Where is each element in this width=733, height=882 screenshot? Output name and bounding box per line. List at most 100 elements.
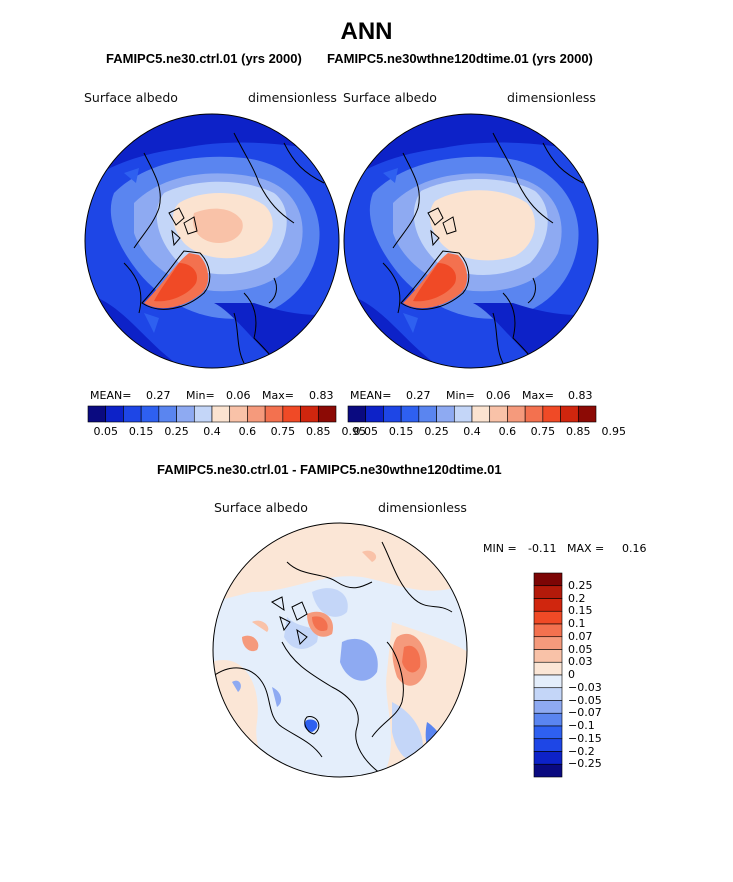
diff-colorbar-swatch [533,623,563,638]
diff-colorbar-swatch [533,610,563,625]
panel1-colorbar-label: 0.4 [203,425,221,438]
panel2-colorbar-swatch [347,405,367,423]
panel1-colorbar-swatch [300,405,319,423]
panel1-colorbar-swatch [193,405,213,423]
panel1-colorbar-labels: 0.05 0.15 0.25 0.4 0.6 0.75 0.85 0.95 [88,425,366,439]
diff-colorbar-swatch [533,763,563,778]
panel1-colorbar-label: 0.85 [306,425,331,438]
diff-colorbar-label: 0.25 [568,578,593,592]
panel2-colorbar-swatch [489,405,508,423]
panel2-colorbar-swatch [453,405,473,423]
panel1-mean-value: 0.27 [146,389,171,402]
panel1-colorbar-swatch [247,405,266,423]
panel2-colorbar-labels: 0.05 0.15 0.25 0.4 0.6 0.75 0.85 0.95 [348,425,626,439]
panel2-colorbar-swatch [365,405,384,423]
control-albedo-map [84,113,340,369]
diff-colorbar-label: −0.15 [568,731,602,745]
panel1-colorbar-swatch [158,405,177,423]
diff-colorbar-swatch [533,661,563,676]
panel1-variable-label: Surface albedo [84,90,178,105]
panel2-colorbar-swatch [383,405,402,423]
test-albedo-map [343,113,599,369]
panel1-colorbar-swatch [140,405,160,423]
diff-colorbar-swatch [533,687,563,701]
diff-colorbar-swatch [533,738,563,752]
diff-colorbar-swatch [533,700,563,714]
panel1-colorbar-label: 0.15 [128,425,154,438]
panel2-colorbar-swatch [507,405,526,423]
diff-colorbar-label: 0.15 [568,604,593,618]
diff-units-label: dimensionless [378,500,467,515]
diff-colorbar-swatch [533,598,563,612]
diff-colorbar-swatch [533,649,563,663]
panel1-colorbar-label: 0.05 [93,425,118,438]
panel2-colorbar-label: 0.75 [530,425,556,438]
panel1-max-value: 0.83 [309,389,334,402]
diff-variable-label: Surface albedo [214,500,308,515]
diff-colorbar-swatch [533,636,563,650]
panel2-variable-label: Surface albedo [343,90,437,105]
panel1-max-label: Max= [262,389,294,402]
panel1-colorbar-swatch [282,405,301,423]
panel2-min-label: Min= [446,389,475,402]
panel1-colorbar-label: 0.25 [164,425,189,438]
panel1-mean-label: MEAN= [90,389,132,402]
panel2-units-label: dimensionless [507,90,596,105]
panel1-min-label: Min= [186,389,215,402]
panel1-colorbar-swatch [105,405,124,423]
diff-min-label: MIN = [483,542,517,555]
diff-title: FAMIPC5.ne30.ctrl.01 - FAMIPC5.ne30wthne… [157,462,502,477]
diff-colorbar-label: 0.05 [568,642,593,656]
panel1-colorbar [87,405,337,423]
panel2-colorbar-swatch [542,405,561,423]
panel2-colorbar-label: 0.05 [353,425,378,438]
diff-colorbar-swatch [533,585,563,599]
diff-colorbar-labels: 0.25 0.2 0.15 0.1 0.07 0.05 0.03 0 −0.03 −0.05 −0.… [568,573,628,777]
diff-colorbar-swatch [533,725,563,740]
diff-colorbar-swatch [533,712,563,727]
panel2-colorbar-swatch [400,405,420,423]
diff-colorbar-label: −0.2 [568,744,595,758]
panel2-colorbar-swatch [471,405,491,423]
panel1-units-label: dimensionless [248,90,337,105]
diff-colorbar-label: −0.03 [568,680,602,694]
diff-colorbar-swatch [533,674,563,689]
panel1-colorbar-label: 0.6 [238,425,257,438]
panel2-colorbar-label: 0.6 [498,425,517,438]
panel2-max-label: Max= [522,389,554,402]
diff-min-value: -0.11 [528,542,557,555]
panel1-colorbar-swatch [317,405,337,423]
diff-colorbar-swatch [533,572,563,587]
diff-colorbar-label: −0.05 [568,693,602,707]
panel1-colorbar-label: 0.95 [341,425,366,438]
panel2-colorbar-swatch [436,405,455,423]
panel2-colorbar-swatch [560,405,579,423]
panel2-max-value: 0.83 [568,389,593,402]
figure-title: ANN [340,18,393,45]
panel2-colorbar-label: 0.25 [424,425,449,438]
diff-colorbar-label: −0.07 [568,706,602,720]
panel1-colorbar-swatch [264,405,284,423]
diff-colorbar-label: 0.07 [568,629,593,643]
panel2-colorbar-label: 0.95 [601,425,626,438]
panel2-colorbar-swatch [418,405,437,423]
panel2-colorbar-label: 0.4 [463,425,481,438]
diff-colorbar-label: 0.03 [568,655,593,669]
diff-colorbar-label: 0 [568,668,575,681]
panel2-colorbar-swatch [524,405,544,423]
diff-colorbar-label: −0.1 [568,719,595,732]
panel2-colorbar-swatch [577,405,597,423]
panel1-min-value: 0.06 [226,389,251,402]
panel1-colorbar-swatch [176,405,195,423]
diff-colorbar-label: −0.25 [568,757,602,771]
panel1-title: FAMIPC5.ne30.ctrl.01 (yrs 2000) [106,51,302,66]
difference-albedo-map [212,522,468,778]
diff-max-value: 0.16 [622,542,647,555]
panel2-mean-value: 0.27 [406,389,431,402]
panel2-colorbar-label: 0.85 [566,425,591,438]
panel2-title: FAMIPC5.ne30wthne120dtime.01 (yrs 2000) [327,51,593,66]
panel1-colorbar-label: 0.75 [270,425,296,438]
diff-colorbar [533,572,563,778]
diff-colorbar-label: 0.1 [568,617,586,630]
panel2-mean-label: MEAN= [350,389,392,402]
